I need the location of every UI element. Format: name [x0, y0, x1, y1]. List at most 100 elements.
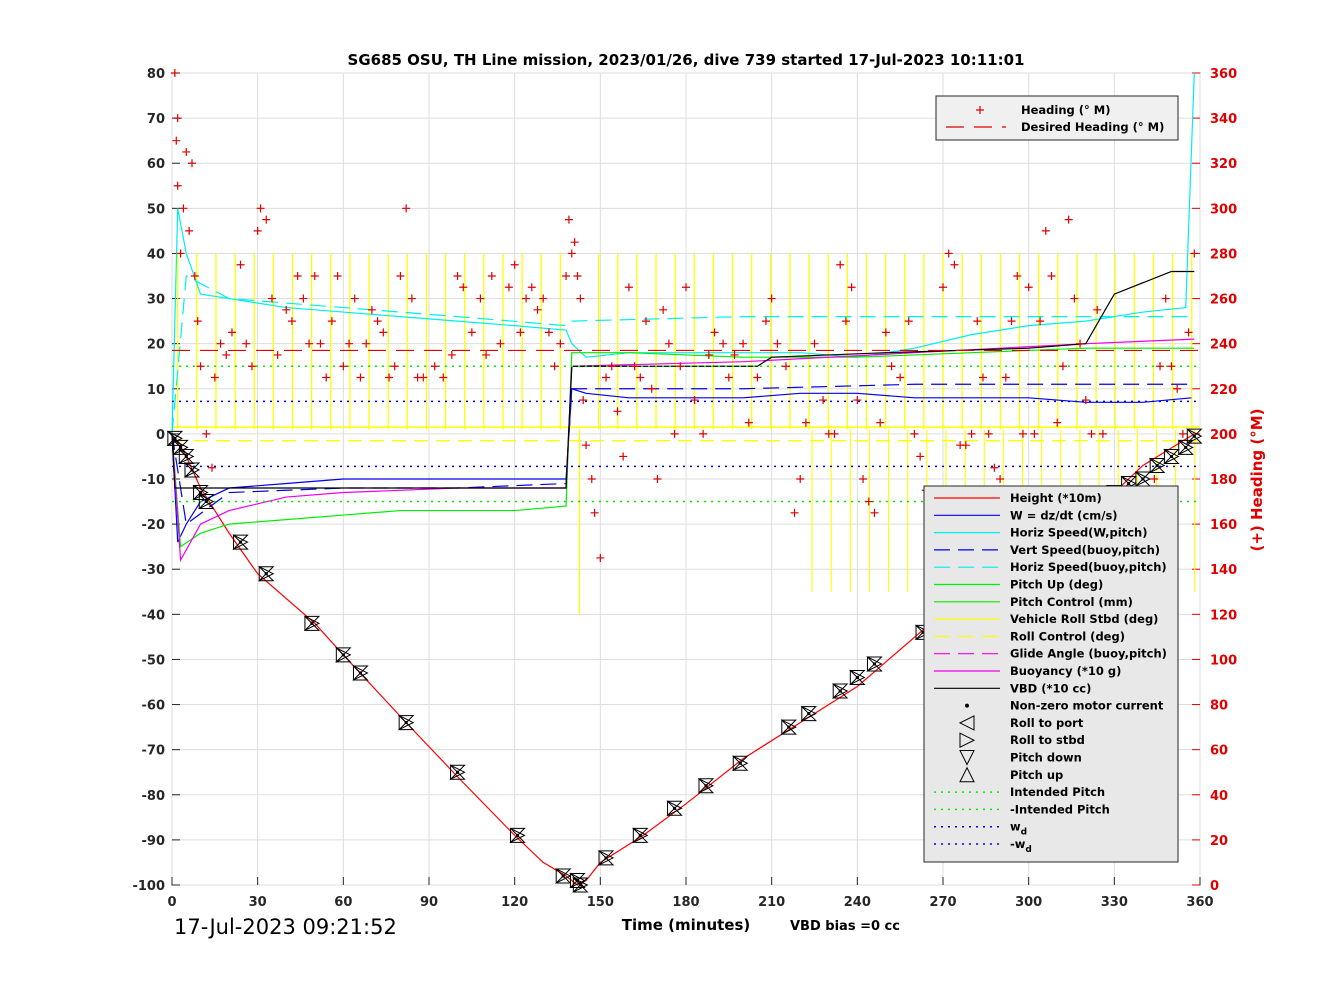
- x-tick-label: 150: [587, 895, 614, 910]
- legend-label: Non-zero motor current: [1010, 699, 1164, 713]
- legend-main: Height (*10m) W = dz/dt (cm/s) Horiz Speed…: [923, 485, 1179, 863]
- legend-label: Pitch down: [1010, 751, 1082, 765]
- roll-marker: [849, 669, 866, 686]
- heading-point: [819, 396, 828, 405]
- y-tick-label: 0: [156, 428, 165, 443]
- heading-point: [247, 362, 256, 371]
- heading-point: [256, 204, 265, 213]
- legend-label: Roll to port: [1010, 716, 1084, 730]
- legend-subscript: d: [1021, 828, 1027, 838]
- heading-point: [367, 305, 376, 314]
- y-tick-label: -100: [132, 879, 165, 894]
- heading-point: [978, 373, 987, 382]
- heading-point: [1001, 373, 1010, 382]
- motor-dot: [1141, 477, 1145, 481]
- y-tick-label: -50: [142, 653, 166, 668]
- right-tick-label: 120: [1210, 608, 1237, 623]
- legend-swatch-pitch-up: [959, 766, 975, 783]
- heading-point: [1178, 429, 1187, 438]
- right-tick-label: 280: [1210, 247, 1237, 262]
- heading-point: [522, 294, 531, 303]
- motor-dot: [173, 436, 177, 440]
- heading-point: [836, 260, 845, 269]
- heading-point: [1076, 339, 1085, 348]
- heading-point: [896, 373, 905, 382]
- heading-point: [853, 396, 862, 405]
- heading-point: [602, 373, 611, 382]
- heading-point: [187, 159, 196, 168]
- heading-point: [744, 418, 753, 427]
- heading-point: [579, 396, 588, 405]
- heading-point: [185, 226, 194, 235]
- heading-point: [327, 317, 336, 326]
- x-tick-label: 270: [929, 895, 956, 910]
- heading-point: [761, 317, 770, 326]
- heading-point: [533, 305, 542, 314]
- chart-title: SG685 OSU, TH Line mission, 2023/01/26, …: [348, 51, 1025, 69]
- heading-point: [699, 429, 708, 438]
- heading-point: [781, 362, 790, 371]
- y-axis-ticks: 80 70 60 50 40 30 20 10 0 -10 -20 -30 -40 -50 -60 -70 -8…: [132, 67, 180, 894]
- heading-point: [182, 147, 191, 156]
- legend-swatch-roll-stbd: [959, 732, 976, 749]
- x-tick-label: 180: [672, 895, 699, 910]
- legend-label: Roll to stbd: [1010, 733, 1085, 747]
- heading-point: [333, 272, 342, 280]
- heading-point: [170, 69, 179, 77]
- heading-point: [1081, 396, 1090, 405]
- right-tick-label: 320: [1210, 157, 1237, 172]
- motor-dot: [341, 653, 345, 657]
- heading-point: [202, 429, 211, 438]
- heading-point: [339, 362, 348, 371]
- right-tick-label: 220: [1210, 383, 1237, 398]
- roll-marker: [572, 877, 589, 893]
- heading-point: [859, 475, 868, 483]
- heading-point: [647, 384, 656, 393]
- heading-point: [262, 215, 271, 224]
- roll-marker: [510, 827, 526, 844]
- heading-point: [636, 373, 645, 382]
- heading-point: [753, 373, 762, 382]
- heading-point: [476, 294, 485, 303]
- heading-point: [402, 204, 411, 213]
- heading-point: [1053, 418, 1062, 427]
- heading-point: [607, 362, 616, 371]
- heading-point: [1030, 429, 1039, 438]
- right-tick-label: 360: [1210, 67, 1237, 82]
- heading-point: [682, 283, 690, 292]
- right-tick-label: 40: [1210, 789, 1228, 804]
- heading-point: [790, 508, 799, 517]
- heading-point: [1098, 429, 1107, 438]
- heading-point: [659, 305, 668, 314]
- y-tick-label: 50: [147, 202, 165, 217]
- roll-marker: [352, 665, 369, 681]
- heading-point: [453, 272, 462, 280]
- heading-point: [724, 373, 733, 382]
- roll-marker: [598, 850, 615, 866]
- heading-point: [567, 249, 576, 258]
- heading-point: [847, 283, 856, 292]
- y-tick-label: 10: [147, 383, 165, 398]
- heading-point: [316, 339, 325, 348]
- heading-point: [767, 294, 776, 303]
- motor-dot: [1184, 445, 1188, 450]
- heading-point: [564, 215, 573, 224]
- heading-point: [1093, 305, 1102, 314]
- legend-heading-box: [935, 95, 1179, 141]
- heading-point: [385, 373, 394, 382]
- roll-marker: [258, 565, 275, 582]
- roll-marker: [732, 755, 749, 772]
- heading-point: [576, 294, 585, 303]
- heading-point: [227, 328, 236, 337]
- legend-label: Intended Pitch: [1010, 785, 1105, 799]
- legend-heading-label: Heading (° M): [1021, 103, 1111, 117]
- series-lines: [171, 72, 1200, 886]
- x-tick-label: 300: [1015, 895, 1042, 910]
- heading-point: [373, 317, 382, 326]
- heading-point: [544, 328, 553, 337]
- legend-label: Vehicle Roll Stbd (deg): [1010, 612, 1158, 626]
- heading-point: [984, 429, 993, 438]
- right-tick-label: 100: [1210, 653, 1237, 668]
- legend-label: Horiz Speed(W,pitch): [1010, 526, 1147, 540]
- heading-point: [539, 294, 548, 303]
